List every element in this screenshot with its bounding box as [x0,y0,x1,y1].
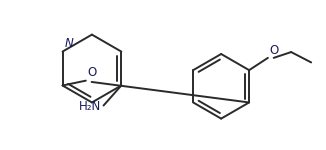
Text: O: O [87,66,96,79]
Text: N: N [65,37,74,50]
Text: H₂N: H₂N [79,100,101,113]
Text: O: O [269,44,278,57]
